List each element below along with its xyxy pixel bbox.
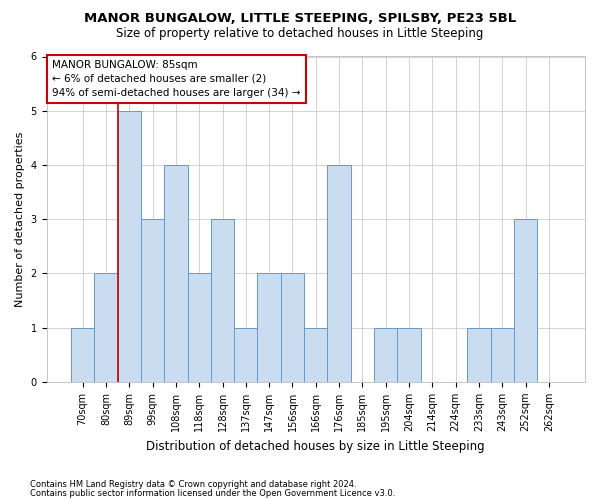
- Bar: [281, 274, 304, 382]
- Text: Contains HM Land Registry data © Crown copyright and database right 2024.: Contains HM Land Registry data © Crown c…: [30, 480, 356, 489]
- Bar: [467, 328, 491, 382]
- Bar: [188, 274, 211, 382]
- Bar: [514, 219, 537, 382]
- Text: MANOR BUNGALOW: 85sqm
← 6% of detached houses are smaller (2)
94% of semi-detach: MANOR BUNGALOW: 85sqm ← 6% of detached h…: [52, 60, 301, 98]
- X-axis label: Distribution of detached houses by size in Little Steeping: Distribution of detached houses by size …: [146, 440, 485, 452]
- Bar: [71, 328, 94, 382]
- Bar: [374, 328, 397, 382]
- Text: Contains public sector information licensed under the Open Government Licence v3: Contains public sector information licen…: [30, 489, 395, 498]
- Bar: [141, 219, 164, 382]
- Bar: [94, 274, 118, 382]
- Bar: [304, 328, 328, 382]
- Bar: [164, 165, 188, 382]
- Bar: [491, 328, 514, 382]
- Bar: [328, 165, 351, 382]
- Text: Size of property relative to detached houses in Little Steeping: Size of property relative to detached ho…: [116, 28, 484, 40]
- Bar: [234, 328, 257, 382]
- Bar: [397, 328, 421, 382]
- Bar: [257, 274, 281, 382]
- Bar: [211, 219, 234, 382]
- Y-axis label: Number of detached properties: Number of detached properties: [15, 132, 25, 307]
- Bar: [118, 110, 141, 382]
- Text: MANOR BUNGALOW, LITTLE STEEPING, SPILSBY, PE23 5BL: MANOR BUNGALOW, LITTLE STEEPING, SPILSBY…: [84, 12, 516, 26]
